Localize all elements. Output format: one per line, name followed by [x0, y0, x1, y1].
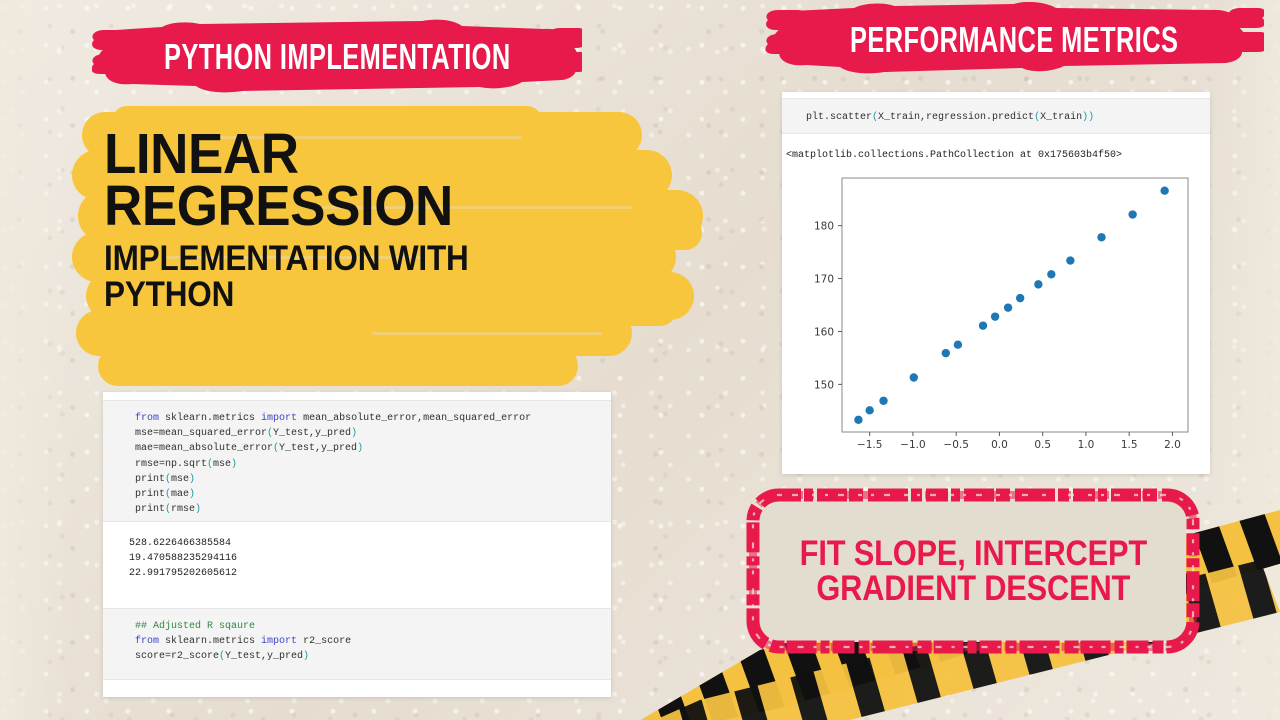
scatter-plot: −1.5 −1.0 −0.5 0.0 0.5 1.0 1.5 2.0 150 160 170 180: [796, 170, 1196, 462]
code-cell-r2-text: ## Adjusted R sqaure from sklearn.metrics…: [135, 621, 352, 663]
background-edge-right: [1220, 0, 1280, 720]
svg-text:2.0: 2.0: [1164, 439, 1181, 451]
svg-text:−1.0: −1.0: [900, 439, 926, 451]
page-title: LINEAR REGRESSION IMPLEMENTATION WITH PY…: [104, 122, 509, 314]
title-block: LINEAR REGRESSION IMPLEMENTATION WITH PY…: [72, 106, 712, 388]
svg-text:180: 180: [814, 221, 834, 233]
svg-text:150: 150: [814, 379, 834, 391]
title-line-4: PYTHON: [104, 274, 235, 314]
svg-text:−1.5: −1.5: [857, 439, 883, 451]
callout-inner-panel: [760, 500, 1186, 642]
banner-python-implementation-label: PYTHON IMPLEMENTATION: [163, 35, 511, 78]
notebook-panel-right: plt.scatter(X_train,regression.predict(X…: [782, 92, 1210, 474]
banner-performance-metrics-label: PERFORMANCE METRICS: [849, 18, 1179, 61]
background-edge-left: [0, 0, 70, 720]
code-cell-metrics-text: from sklearn.metrics import mean_absolut…: [135, 413, 532, 516]
svg-text:−0.5: −0.5: [943, 439, 969, 451]
svg-text:170: 170: [814, 274, 834, 286]
brush-stroke-shape: [92, 19, 582, 93]
svg-text:1.0: 1.0: [1078, 439, 1095, 451]
title-line-2: REGRESSION: [104, 174, 453, 239]
scatter-plot-canvas: −1.5 −1.0 −0.5 0.0 0.5 1.0 1.5 2.0 150 160 170 180: [814, 177, 1189, 451]
output-metrics-values: 528.6226466385584 19.470588235294116 22.99…: [129, 538, 238, 580]
callout-line-1: FIT SLOPE, INTERCEPT: [799, 534, 1147, 573]
code-cell-scatter-text: plt.scatter(X_train,regression.predict(X…: [806, 112, 1095, 123]
svg-text:160: 160: [814, 326, 834, 338]
banner-performance-metrics: PERFORMANCE METRICS: [764, 2, 1264, 78]
code-cell-r2[interactable]: ## Adjusted R sqaure from sklearn.metrics…: [103, 608, 611, 680]
callout-box: FIT SLOPE, INTERCEPT GRADIENT DESCENT: [742, 484, 1204, 658]
code-cell-metrics[interactable]: from sklearn.metrics import mean_absolut…: [103, 400, 611, 522]
title-line-1: LINEAR: [104, 122, 299, 186]
title-line-3: IMPLEMENTATION WITH: [104, 238, 469, 278]
yellow-highlight-shape: [72, 106, 703, 386]
notebook-panel-left: from sklearn.metrics import mean_absolut…: [103, 392, 611, 697]
callout-text: FIT SLOPE, INTERCEPT GRADIENT DESCENT: [742, 484, 1204, 658]
callout-line-2: GRADIENT DESCENT: [816, 569, 1130, 608]
code-cell-scatter[interactable]: plt.scatter(X_train,regression.predict(X…: [782, 98, 1210, 134]
output-pathcollection-repr: <matplotlib.collections.PathCollection a…: [786, 150, 1123, 161]
svg-text:1.5: 1.5: [1121, 439, 1138, 451]
banner-python-implementation: PYTHON IMPLEMENTATION: [92, 18, 582, 96]
svg-text:0.5: 0.5: [1034, 439, 1051, 451]
brush-stroke-shape: [765, 2, 1264, 74]
svg-text:0.0: 0.0: [991, 439, 1008, 451]
